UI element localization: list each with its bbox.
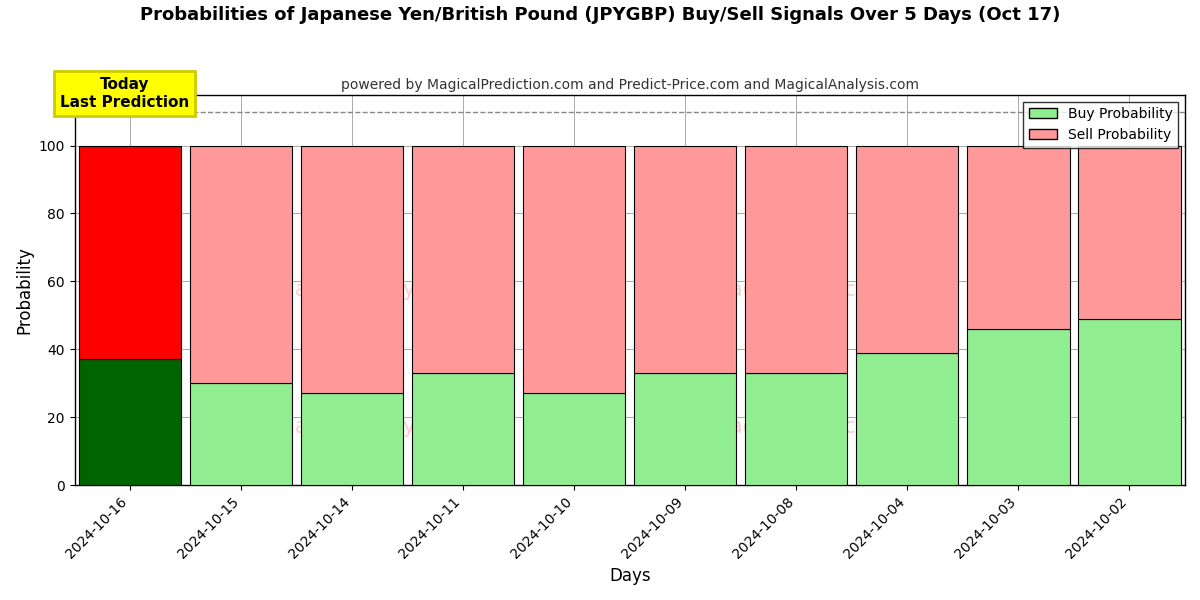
Bar (745, 146, 847, 373)
Bar (79, 359, 181, 485)
Bar (301, 146, 403, 394)
Bar (1079, 319, 1181, 485)
Text: Today
Last Prediction: Today Last Prediction (60, 77, 190, 110)
Text: Probabilities of Japanese Yen/British Pound (JPYGBP) Buy/Sell Signals Over 5 Day: Probabilities of Japanese Yen/British Po… (140, 6, 1060, 24)
Bar (190, 383, 293, 485)
Bar (79, 146, 181, 359)
Text: MagicalPrediction.com: MagicalPrediction.com (713, 280, 947, 300)
Bar (301, 394, 403, 485)
Bar (635, 373, 737, 485)
Bar (523, 146, 625, 394)
Bar (967, 329, 1069, 485)
Bar (1079, 146, 1181, 319)
Bar (967, 146, 1069, 329)
Title: powered by MagicalPrediction.com and Predict-Price.com and MagicalAnalysis.com: powered by MagicalPrediction.com and Pre… (341, 78, 919, 92)
Bar (412, 373, 515, 485)
Bar (190, 146, 293, 383)
Bar (523, 394, 625, 485)
Bar (857, 353, 959, 485)
Bar (857, 146, 959, 353)
Legend: Buy Probability, Sell Probability: Buy Probability, Sell Probability (1024, 101, 1178, 148)
Y-axis label: Probability: Probability (16, 246, 34, 334)
X-axis label: Days: Days (610, 567, 650, 585)
Text: MagicalPrediction.com: MagicalPrediction.com (713, 416, 947, 437)
Text: MagicalAnalysis.com: MagicalAnalysis.com (277, 280, 494, 300)
Bar (635, 146, 737, 373)
Text: MagicalAnalysis.com: MagicalAnalysis.com (277, 416, 494, 437)
Bar (745, 373, 847, 485)
Bar (412, 146, 515, 373)
